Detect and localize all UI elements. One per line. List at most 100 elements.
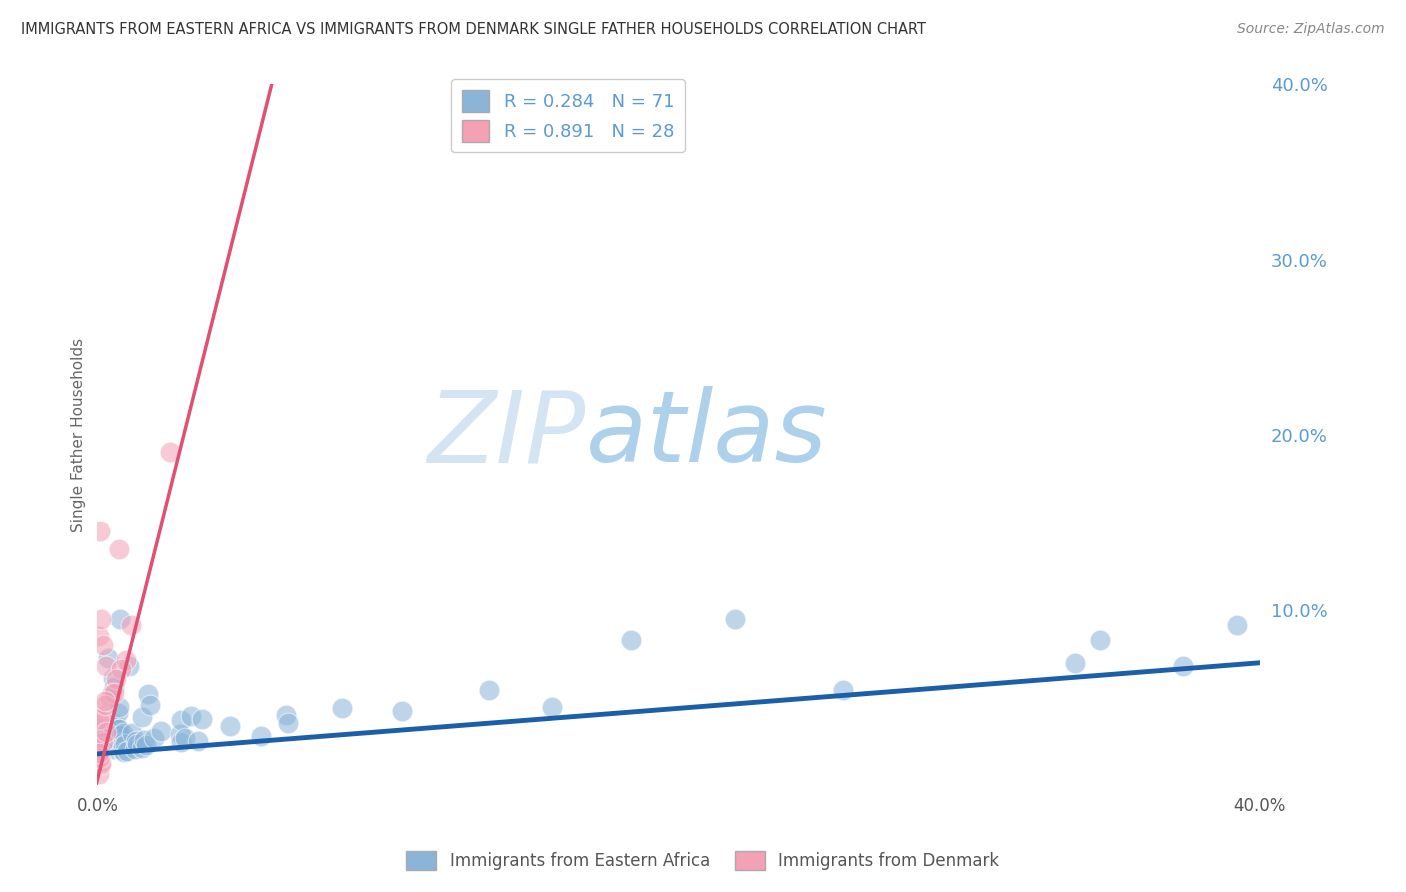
Text: Source: ZipAtlas.com: Source: ZipAtlas.com (1237, 22, 1385, 37)
Point (108, 612, 131, 626)
Point (108, 722, 131, 736)
Point (94, 739, 117, 754)
Point (103, 734, 125, 748)
Point (91, 728, 114, 742)
Point (91, 638, 114, 652)
Point (107, 700, 129, 714)
Point (114, 737, 136, 751)
Point (87, 746, 110, 760)
Point (101, 686, 124, 700)
Point (107, 728, 129, 742)
Point (1063, 656, 1085, 670)
Point (89, 743, 111, 757)
Point (191, 712, 214, 726)
Point (93, 730, 115, 744)
Point (169, 727, 191, 741)
Point (249, 729, 271, 743)
Point (91, 735, 114, 749)
Point (94, 725, 117, 739)
Point (120, 618, 142, 632)
Point (103, 725, 125, 739)
Point (87, 630, 110, 644)
Point (89, 746, 111, 760)
Point (115, 744, 138, 758)
Text: atlas: atlas (585, 386, 827, 483)
Text: ZIP: ZIP (427, 386, 585, 483)
Point (159, 445, 181, 459)
Point (180, 709, 202, 723)
Point (115, 653, 138, 667)
Point (104, 736, 127, 750)
Point (139, 698, 162, 712)
Point (124, 742, 146, 756)
Point (90, 712, 112, 726)
Point (87, 766, 110, 780)
Y-axis label: Single Father Households: Single Father Households (72, 338, 86, 532)
Point (107, 706, 129, 720)
Point (105, 731, 128, 746)
Point (1088, 632, 1111, 647)
Point (277, 715, 299, 730)
Point (89, 749, 111, 764)
Point (96, 729, 118, 743)
Point (112, 726, 135, 740)
Point (125, 734, 148, 748)
Point (89, 524, 111, 539)
Point (143, 731, 166, 745)
Point (103, 680, 125, 694)
Point (173, 731, 195, 746)
Point (110, 728, 132, 742)
Point (391, 704, 413, 718)
Point (138, 687, 160, 701)
Point (110, 736, 132, 750)
Point (90, 756, 112, 771)
Point (94, 659, 117, 673)
Point (149, 723, 172, 738)
Point (112, 745, 135, 759)
Point (121, 726, 143, 740)
Point (105, 672, 128, 686)
Point (105, 734, 128, 748)
Point (103, 741, 125, 756)
Point (107, 722, 129, 736)
Point (620, 632, 643, 647)
Point (98, 723, 121, 738)
Point (125, 738, 148, 752)
Point (110, 662, 132, 676)
Text: IMMIGRANTS FROM EASTERN AFRICA VS IMMIGRANTS FROM DENMARK SINGLE FATHER HOUSEHOL: IMMIGRANTS FROM EASTERN AFRICA VS IMMIGR… (21, 22, 927, 37)
Point (170, 714, 193, 728)
Point (90, 755, 112, 769)
Point (330, 701, 353, 715)
Point (1171, 658, 1194, 673)
Point (103, 685, 125, 699)
Point (118, 659, 141, 673)
Point (108, 541, 131, 556)
Point (94, 698, 117, 712)
Point (1226, 617, 1249, 632)
Point (97, 723, 120, 738)
Point (219, 719, 242, 733)
Point (170, 735, 193, 749)
Point (723, 612, 745, 626)
Point (131, 710, 153, 724)
Point (105, 717, 128, 731)
Point (89, 741, 111, 756)
Point (89, 731, 111, 746)
Point (541, 699, 564, 714)
Point (187, 734, 209, 748)
Point (478, 682, 501, 697)
Point (101, 671, 124, 685)
Legend: Immigrants from Eastern Africa, Immigrants from Denmark: Immigrants from Eastern Africa, Immigran… (399, 844, 1007, 877)
Point (94, 731, 117, 745)
Legend: R = 0.284   N = 71, R = 0.891   N = 28: R = 0.284 N = 71, R = 0.891 N = 28 (451, 79, 685, 153)
Point (90, 709, 112, 723)
Point (100, 691, 122, 706)
Point (274, 708, 297, 723)
Point (97, 651, 120, 665)
Point (89, 721, 111, 735)
Point (90, 612, 112, 626)
Point (831, 683, 853, 698)
Point (134, 733, 156, 747)
Point (89, 750, 111, 764)
Point (110, 742, 132, 756)
